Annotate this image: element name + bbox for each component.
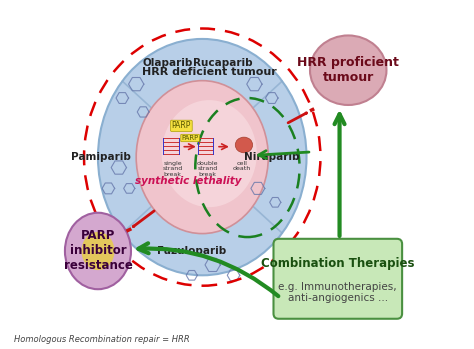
Text: Combination Therapies: Combination Therapies xyxy=(261,257,415,270)
Text: Homologous Recombination repair = HRR: Homologous Recombination repair = HRR xyxy=(14,335,190,344)
Text: single
strand
break: single strand break xyxy=(163,161,183,177)
Text: HRR deficient tumour: HRR deficient tumour xyxy=(142,67,276,77)
Text: PARP: PARP xyxy=(182,135,199,141)
Ellipse shape xyxy=(98,39,307,275)
Text: PARP
inhibitor
resistance: PARP inhibitor resistance xyxy=(64,230,132,273)
Text: synthetic lethality: synthetic lethality xyxy=(135,177,242,186)
Text: PARP: PARP xyxy=(172,121,191,130)
FancyBboxPatch shape xyxy=(273,239,402,319)
Ellipse shape xyxy=(235,137,253,153)
Text: cell
death: cell death xyxy=(233,161,251,171)
Ellipse shape xyxy=(162,100,257,207)
Ellipse shape xyxy=(65,213,131,289)
Text: Rucaparib: Rucaparib xyxy=(193,58,253,68)
Text: double
strand
break: double strand break xyxy=(197,161,218,177)
Text: Olaparib: Olaparib xyxy=(142,58,192,68)
Ellipse shape xyxy=(310,36,386,105)
Text: Pamiparib: Pamiparib xyxy=(72,152,131,162)
Ellipse shape xyxy=(136,81,268,233)
Text: Niraparib: Niraparib xyxy=(244,152,300,162)
Text: HRR proficient
tumour: HRR proficient tumour xyxy=(297,56,399,84)
Text: Fuzuloparib: Fuzuloparib xyxy=(157,246,227,256)
Text: e.g. Immunotherapies,
anti-angiogenics ...: e.g. Immunotherapies, anti-angiogenics .… xyxy=(279,282,397,304)
Ellipse shape xyxy=(82,232,114,270)
